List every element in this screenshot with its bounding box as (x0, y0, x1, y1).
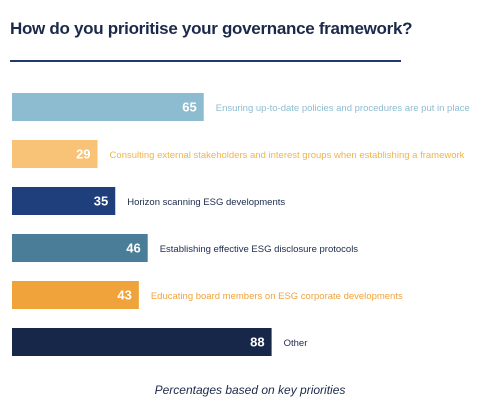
bar-ensuring-up-to-date-policies-and-procedu (12, 93, 204, 121)
category-label-consulting-external-stakeholders-and-int: Consulting external stakeholders and int… (110, 150, 465, 161)
chart-title: How do you prioritise your governance fr… (10, 19, 413, 38)
value-label-educating-board-members-on-esg-corporate: 43 (117, 288, 131, 303)
title-divider (10, 60, 401, 62)
bar-horizon-scanning-esg-developments (12, 187, 116, 215)
bar-establishing-effective-esg-disclosure-pr (12, 234, 148, 262)
chart-footnote: Percentages based on key priorities (154, 383, 346, 397)
category-label-horizon-scanning-esg-developments: Horizon scanning ESG developments (127, 197, 285, 208)
category-label-ensuring-up-to-date-policies-and-procedu: Ensuring up-to-date policies and procedu… (216, 103, 470, 114)
bar-educating-board-members-on-esg-corporate (12, 281, 139, 309)
value-label-consulting-external-stakeholders-and-int: 29 (76, 147, 90, 162)
value-label-horizon-scanning-esg-developments: 35 (94, 194, 108, 209)
category-label-educating-board-members-on-esg-corporate: Educating board members on ESG corporate… (151, 291, 403, 302)
category-label-other: Other (284, 338, 308, 349)
bar-consulting-external-stakeholders-and-int (12, 140, 98, 168)
value-label-ensuring-up-to-date-policies-and-procedu: 65 (182, 100, 196, 115)
category-label-establishing-effective-esg-disclosure-pr: Establishing effective ESG disclosure pr… (160, 244, 359, 255)
value-label-establishing-effective-esg-disclosure-pr: 46 (126, 241, 140, 256)
bar-other (12, 328, 272, 356)
value-label-other: 88 (250, 335, 264, 350)
